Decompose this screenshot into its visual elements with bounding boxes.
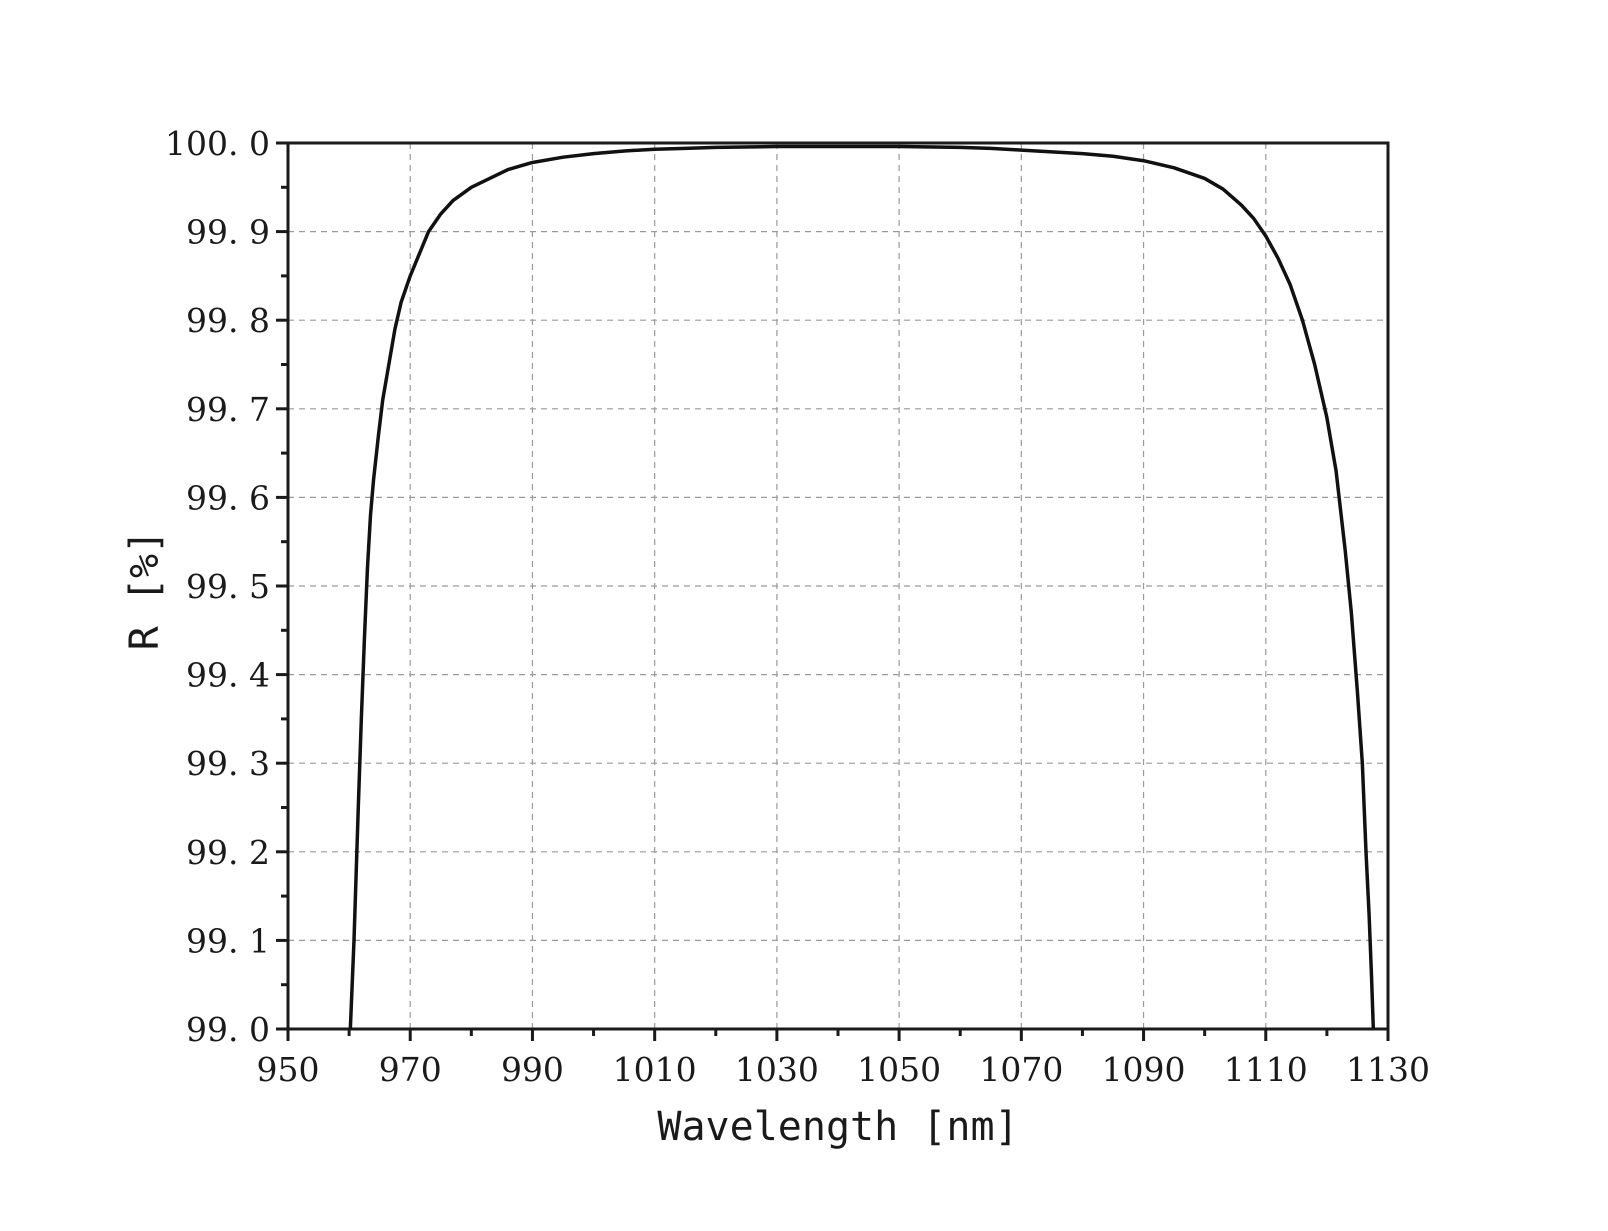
y-tick-labels: 99. 0 99. 1 99. 2 99. 3 99. 4 99. 5 99. 6 99. 7… xyxy=(165,124,270,1049)
x-tick-label: 1110 xyxy=(1224,1050,1308,1089)
x-axis-title: Wavelength [nm] xyxy=(657,1104,1018,1150)
y-tick-label: 99. 0 xyxy=(186,1010,270,1049)
y-tick-label: 99. 7 xyxy=(186,390,270,429)
y-tick-label: 99. 3 xyxy=(186,744,270,783)
y-tick-label: 99. 2 xyxy=(186,833,270,872)
y-tick-label: 99. 8 xyxy=(186,301,270,340)
x-tick-label: 970 xyxy=(379,1050,442,1089)
grid-lines xyxy=(288,143,1388,1029)
x-tick-label: 990 xyxy=(501,1050,564,1089)
y-axis-title: R [%] xyxy=(122,530,168,650)
y-tick-label: 100. 0 xyxy=(165,124,270,163)
y-tick-label: 99. 4 xyxy=(186,656,270,695)
x-tick-labels: 950 970 990 1010 1030 1050 1070 1090 1110 1130 xyxy=(257,1050,1430,1089)
x-tick-label: 1070 xyxy=(979,1050,1063,1089)
x-tick-label: 1030 xyxy=(735,1050,819,1089)
y-tick-label: 99. 9 xyxy=(186,213,270,252)
x-tick-label: 1050 xyxy=(857,1050,941,1089)
x-tick-label: 1090 xyxy=(1102,1050,1186,1089)
x-tick-label: 950 xyxy=(257,1050,320,1089)
axis-ticks xyxy=(276,141,1390,1041)
x-tick-label: 1010 xyxy=(613,1050,697,1089)
x-tick-label: 1130 xyxy=(1346,1050,1430,1089)
y-tick-label: 99. 1 xyxy=(186,921,270,960)
y-tick-label: 99. 6 xyxy=(186,478,270,517)
y-tick-label: 99. 5 xyxy=(186,567,270,606)
reflectance-curve xyxy=(348,144,1376,1030)
